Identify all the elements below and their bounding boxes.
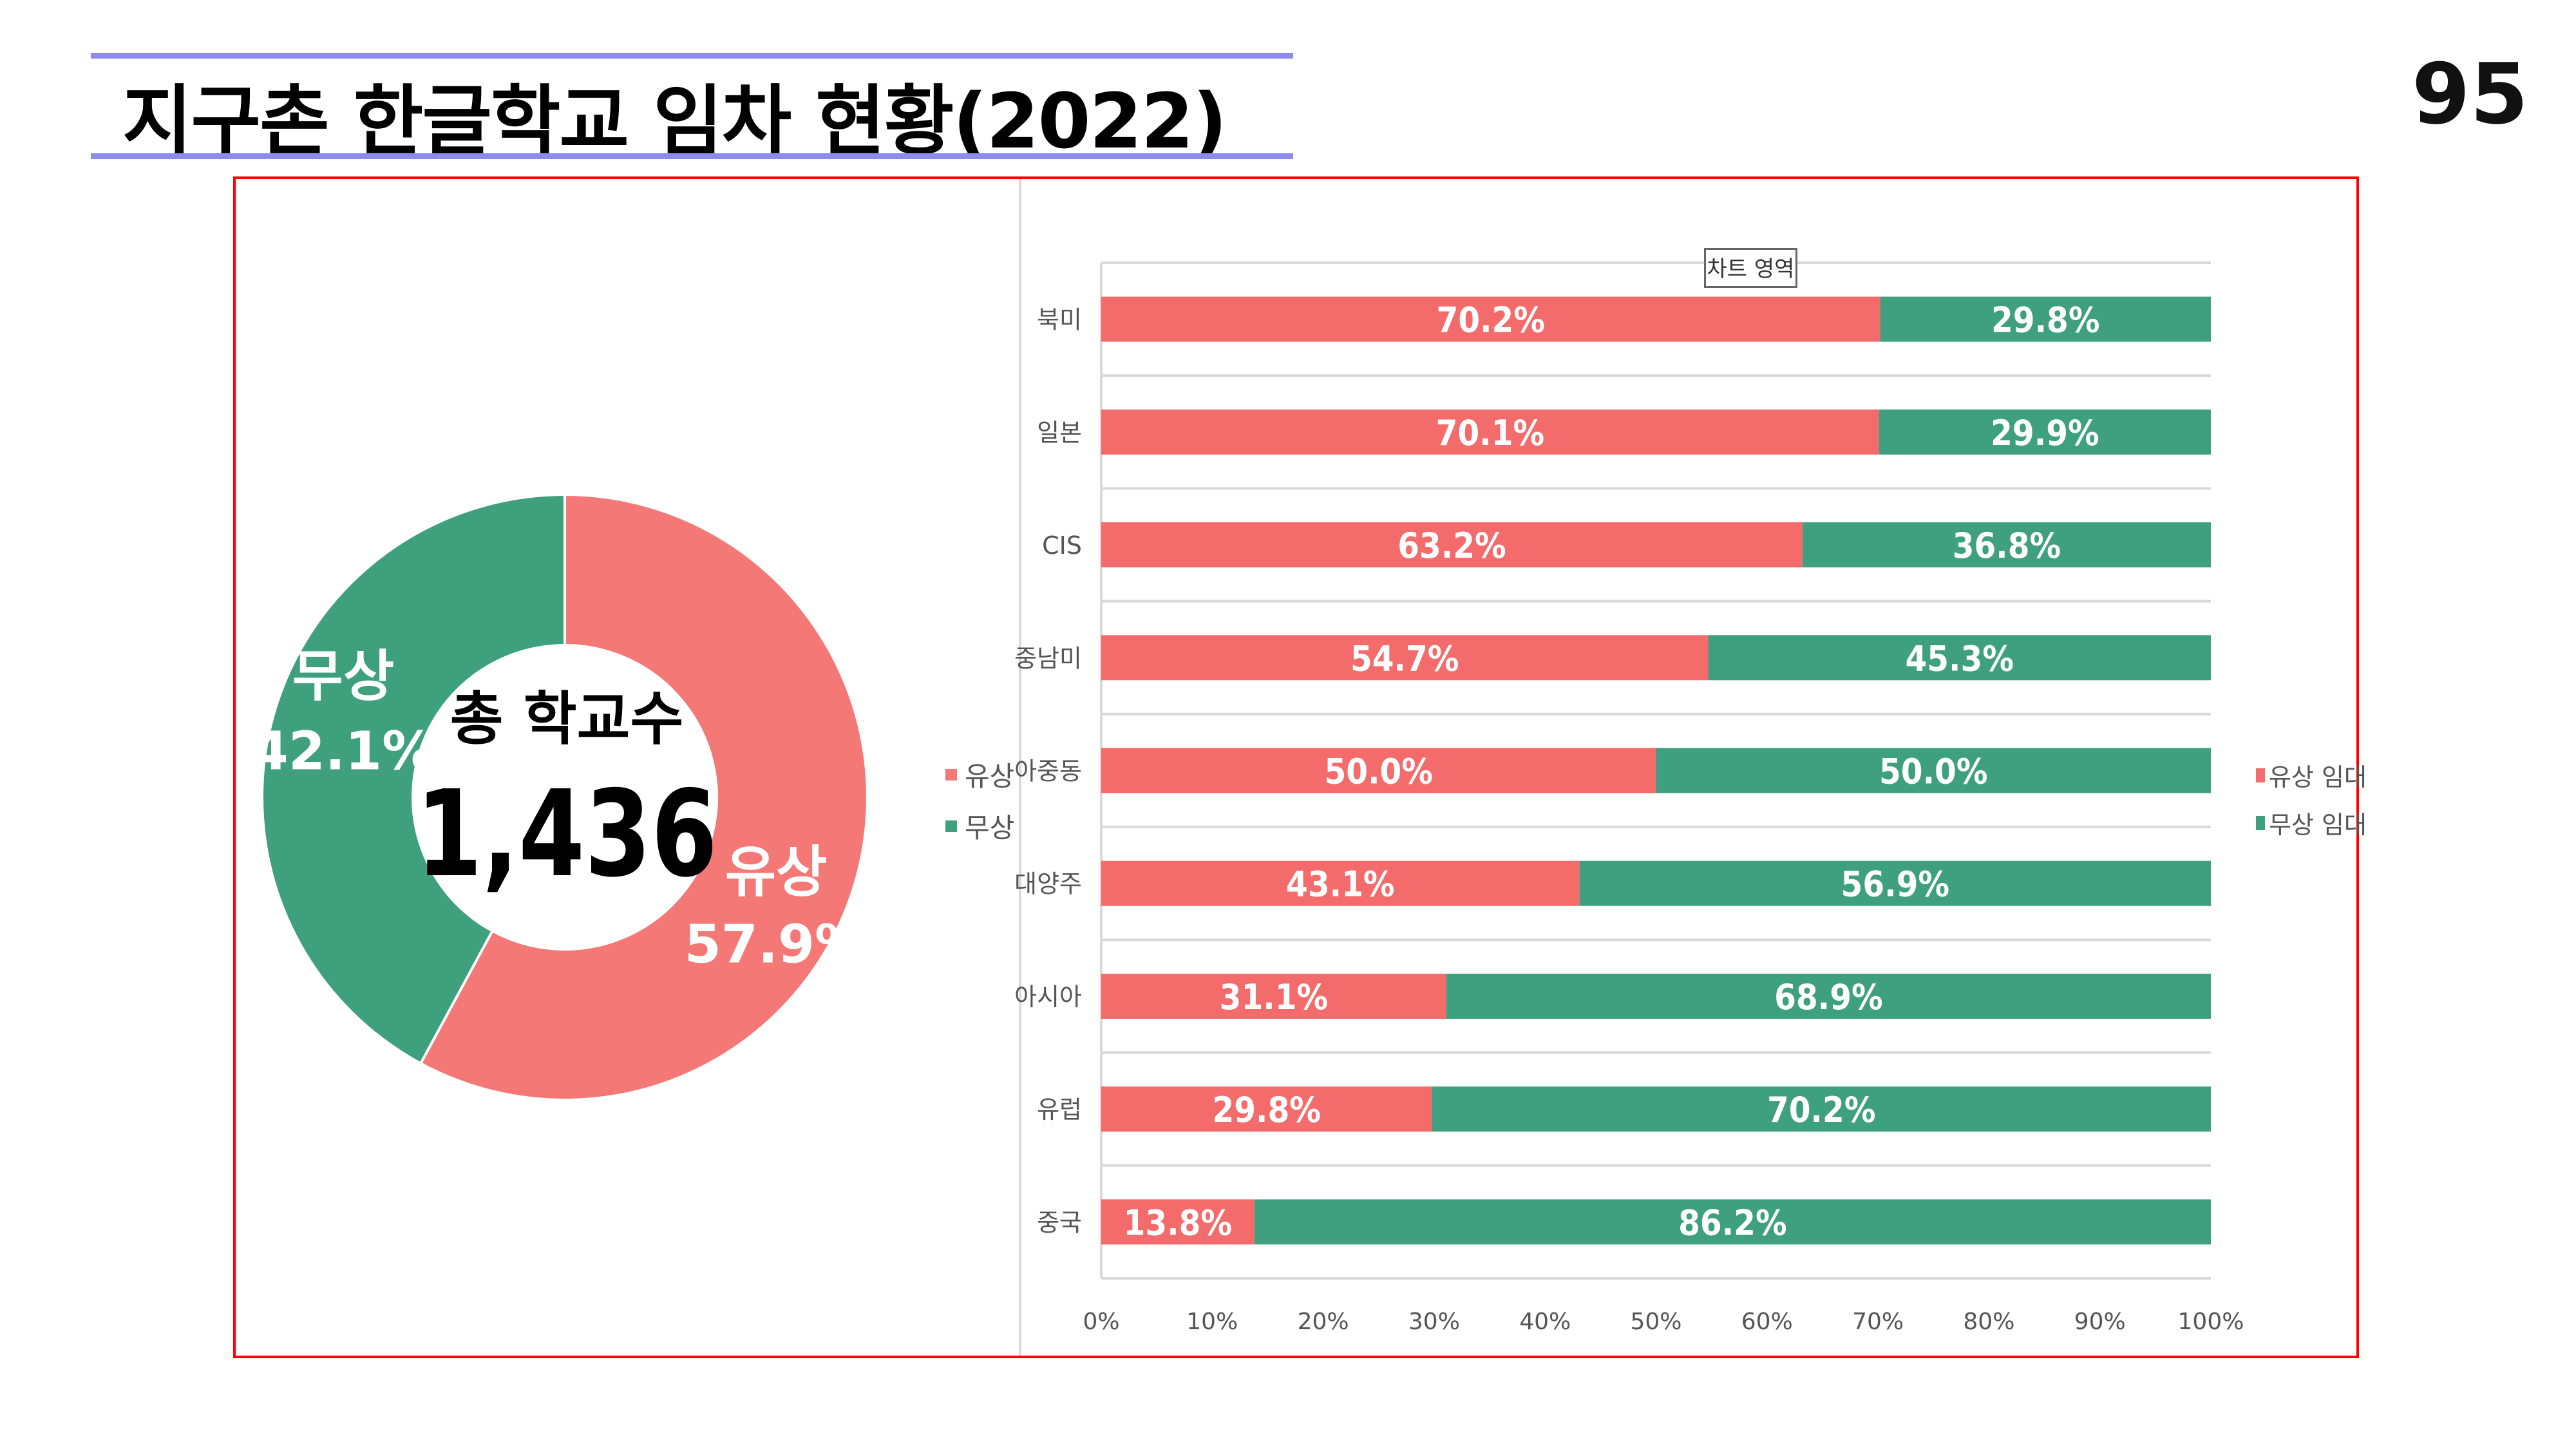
donut-slice — [419, 493, 869, 1101]
donut-slice — [260, 493, 566, 1065]
x-tick-label: 10% — [1186, 1309, 1238, 1335]
bar-free — [1880, 296, 2211, 342]
bar-free — [1708, 635, 2211, 681]
donut-label-free-value: 42.1% — [251, 721, 435, 782]
page-number: 95 — [2412, 45, 2528, 143]
data-label: 70.2% — [1436, 300, 1545, 341]
data-label: 29.8% — [1212, 1090, 1321, 1130]
category-label: 대양주 — [1014, 870, 1082, 898]
bar-paid — [1101, 748, 1656, 793]
bar-legend-free: 무상 임대 — [2256, 805, 2367, 840]
donut-legend-paid: 유상 — [945, 755, 1014, 794]
data-label: 63.2% — [1397, 526, 1506, 566]
category-label: 북미 — [1037, 306, 1082, 334]
donut-label-paid-name: 유상 — [724, 840, 828, 905]
x-tick-label: 40% — [1519, 1309, 1571, 1335]
bar-paid — [1101, 409, 1879, 455]
data-label: 13.8% — [1124, 1202, 1233, 1243]
title-top-rule — [91, 53, 1293, 59]
data-label: 50.0% — [1324, 752, 1433, 792]
bar-paid — [1101, 635, 1709, 681]
legend-swatch-paid — [2256, 768, 2265, 782]
category-label: 유럽 — [1037, 1095, 1082, 1124]
x-tick-label: 50% — [1630, 1309, 1681, 1335]
legend-label: 유상 — [965, 761, 1015, 792]
data-label: 56.9% — [1841, 864, 1950, 905]
bar-free — [1802, 522, 2211, 568]
legend-label: 무상 — [965, 812, 1015, 844]
bar-free — [1579, 860, 2211, 906]
bar-paid — [1101, 860, 1580, 906]
data-label: 70.2% — [1767, 1090, 1876, 1130]
page-title: 지구촌 한글학교 임차 현황(2022) — [122, 77, 1227, 166]
data-label: 70.1% — [1436, 413, 1545, 453]
x-tick-label: 90% — [2074, 1309, 2126, 1335]
bar-free — [1879, 409, 2211, 455]
data-label: 43.1% — [1286, 864, 1395, 905]
x-tick-label: 70% — [1852, 1309, 1904, 1335]
bar-free — [1656, 748, 2211, 793]
donut-center-label: 총 학교수 — [450, 685, 684, 753]
data-label: 54.7% — [1350, 638, 1459, 679]
x-tick-label: 60% — [1741, 1309, 1793, 1335]
donut-center-value: 1,436 — [415, 764, 718, 904]
category-label: 아시아 — [1014, 983, 1082, 1011]
bar-free — [1432, 1086, 2211, 1132]
x-tick-label: 100% — [2178, 1309, 2244, 1335]
data-label: 50.0% — [1879, 752, 1988, 792]
donut-chart — [260, 493, 869, 1101]
bar-paid — [1101, 522, 1803, 568]
chart-area-tooltip: 차트 영역 — [1704, 248, 1797, 288]
data-label: 68.9% — [1774, 977, 1883, 1018]
data-label: 36.8% — [1953, 526, 2061, 566]
content-frame — [233, 176, 2359, 1358]
legend-label: 유상 임대 — [2269, 763, 2367, 791]
legend-swatch-paid — [945, 768, 957, 781]
bar-free — [1446, 973, 2211, 1019]
legend-swatch-free — [945, 820, 957, 832]
category-label: CIS — [1042, 531, 1082, 560]
data-label: 31.1% — [1220, 977, 1329, 1018]
data-label: 45.3% — [1905, 638, 2014, 679]
category-label: 중국 — [1037, 1208, 1082, 1236]
donut-label-free-name: 무상 — [292, 644, 395, 709]
bar-paid — [1101, 1086, 1432, 1132]
legend-label: 무상 임대 — [2269, 811, 2367, 839]
category-label: 아중동 — [1014, 757, 1082, 786]
x-tick-label: 80% — [1963, 1309, 2014, 1335]
category-label: 중남미 — [1014, 644, 1082, 672]
bar-legend-paid: 유상 임대 — [2256, 757, 2367, 793]
category-label: 일본 — [1037, 419, 1082, 447]
bar-paid — [1101, 1199, 1255, 1245]
x-tick-label: 30% — [1408, 1309, 1460, 1335]
data-label: 29.8% — [1991, 300, 2100, 341]
donut-label-paid-value: 57.9% — [684, 914, 868, 976]
legend-swatch-free — [2256, 815, 2265, 830]
bar-free — [1254, 1199, 2211, 1245]
x-tick-label: 20% — [1298, 1309, 1349, 1335]
title-bottom-rule — [91, 153, 1293, 159]
data-label: 86.2% — [1678, 1202, 1787, 1243]
bar-paid — [1101, 973, 1446, 1019]
data-label: 29.9% — [1991, 413, 2099, 453]
donut-legend-free: 무상 — [945, 806, 1014, 846]
x-tick-label: 0% — [1083, 1309, 1119, 1335]
panel-divider — [1019, 179, 1021, 1356]
bar-paid — [1101, 296, 1880, 342]
